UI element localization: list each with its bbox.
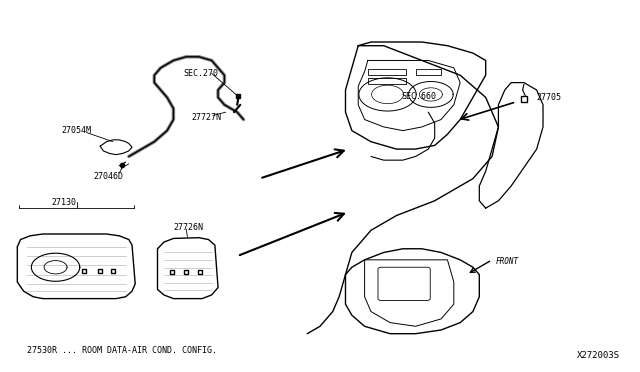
Text: FRONT: FRONT — [495, 257, 518, 266]
Text: SEC.270: SEC.270 — [183, 69, 218, 78]
Text: 27130: 27130 — [51, 198, 76, 207]
Text: 27726N: 27726N — [173, 223, 204, 232]
Text: 27046D: 27046D — [94, 171, 124, 180]
Text: 27705: 27705 — [537, 93, 562, 102]
Text: SEC.660: SEC.660 — [401, 92, 436, 101]
Text: 27727N: 27727N — [191, 113, 221, 122]
Text: 27530R ... ROOM DATA-AIR COND. CONFIG.: 27530R ... ROOM DATA-AIR COND. CONFIG. — [27, 346, 217, 355]
Text: X272003S: X272003S — [577, 351, 620, 360]
Text: 27054M: 27054M — [62, 126, 92, 135]
